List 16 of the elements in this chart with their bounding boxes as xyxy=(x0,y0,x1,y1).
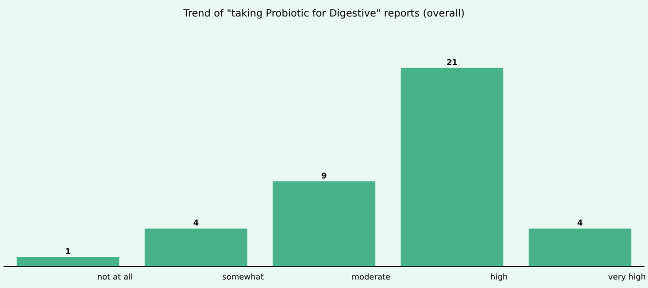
bar xyxy=(528,228,632,266)
data-label: 9 xyxy=(321,171,328,180)
data-label: 1 xyxy=(65,247,72,256)
bar xyxy=(144,228,248,266)
bar xyxy=(16,256,120,266)
bar xyxy=(400,68,504,266)
data-label: 21 xyxy=(446,58,458,67)
x-tick-label: high xyxy=(490,272,508,282)
x-tick-label: not at all xyxy=(97,272,133,282)
data-label: 4 xyxy=(577,218,584,228)
chart-title: Trend of "taking Probiotic for Digestive" reports (overall) xyxy=(182,8,465,20)
x-tick-label: somewhat xyxy=(222,272,264,282)
data-label: 4 xyxy=(193,218,200,228)
x-tick-label: moderate xyxy=(352,272,391,282)
bar xyxy=(272,181,376,266)
x-tick-label: very high xyxy=(608,272,646,282)
